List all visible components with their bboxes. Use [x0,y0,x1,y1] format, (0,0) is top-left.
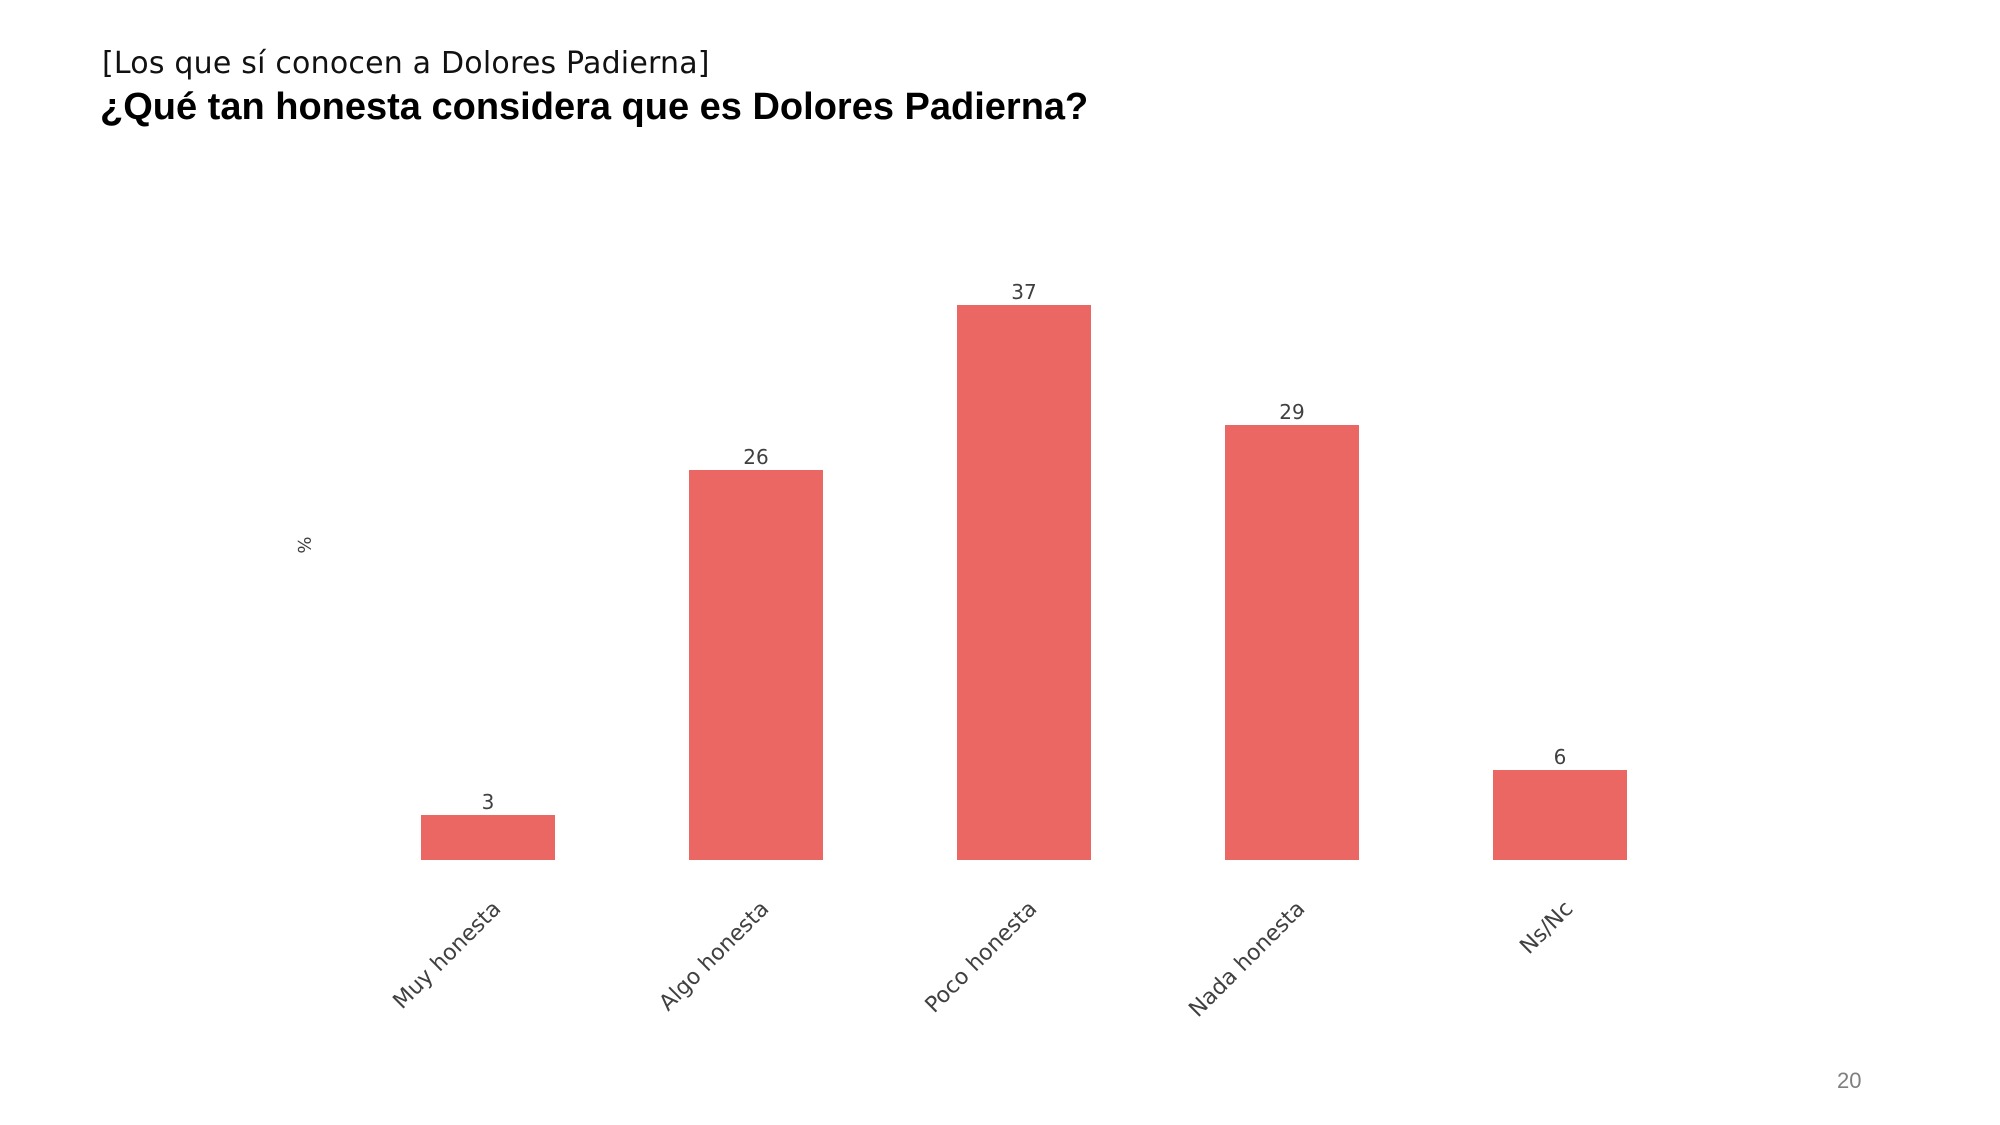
value-label: 29 [1279,400,1304,424]
category-label: Ns/Nc [1515,897,1578,960]
bar-ns-nc [1493,770,1627,860]
value-labels-group: 3 26 37 29 6 [482,280,1567,814]
bars-group [421,305,1627,860]
bar-algo-honesta [689,470,823,860]
bar-poco-honesta [957,305,1091,860]
category-label: Muy honesta [389,897,507,1015]
y-axis-label: % [293,536,314,553]
chart-subtitle: [Los que sí conocen a Dolores Padierna] [102,46,710,81]
value-label: 37 [1011,280,1036,304]
chart-title: ¿Qué tan honesta considera que es Dolore… [100,86,1089,128]
category-label: Poco honesta [921,897,1043,1019]
value-label: 26 [743,445,768,469]
bar-nada-honesta [1225,425,1359,860]
category-label: Nada honesta [1184,897,1310,1023]
category-label: Algo honesta [655,897,775,1017]
value-label: 6 [1554,745,1567,769]
page-number: 20 [1837,1068,1862,1093]
category-labels-group: Muy honesta Algo honesta Poco honesta Nada … [389,897,1579,1023]
bar-muy-honesta [421,815,555,860]
value-label: 3 [482,790,495,814]
